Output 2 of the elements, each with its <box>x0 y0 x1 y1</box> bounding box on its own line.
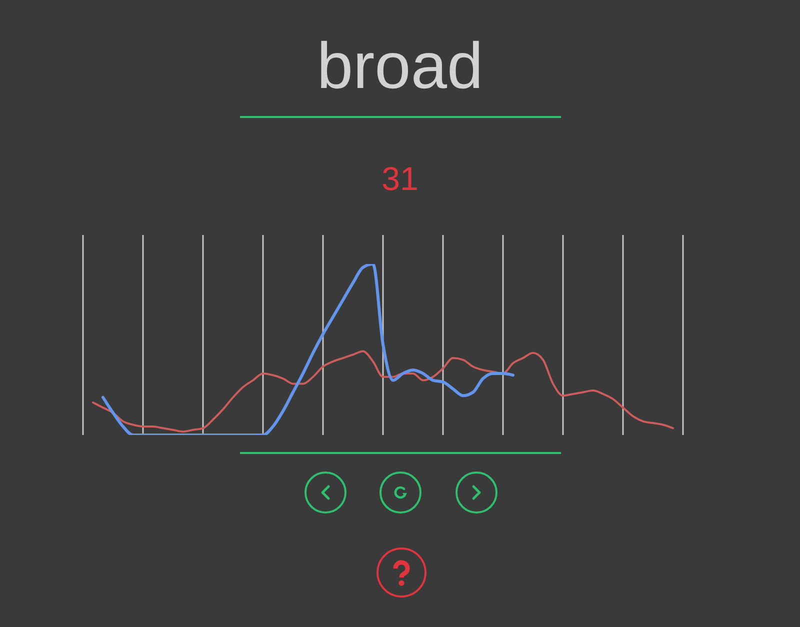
chart-title: broad <box>316 29 484 102</box>
text: 31 <box>380 160 420 197</box>
